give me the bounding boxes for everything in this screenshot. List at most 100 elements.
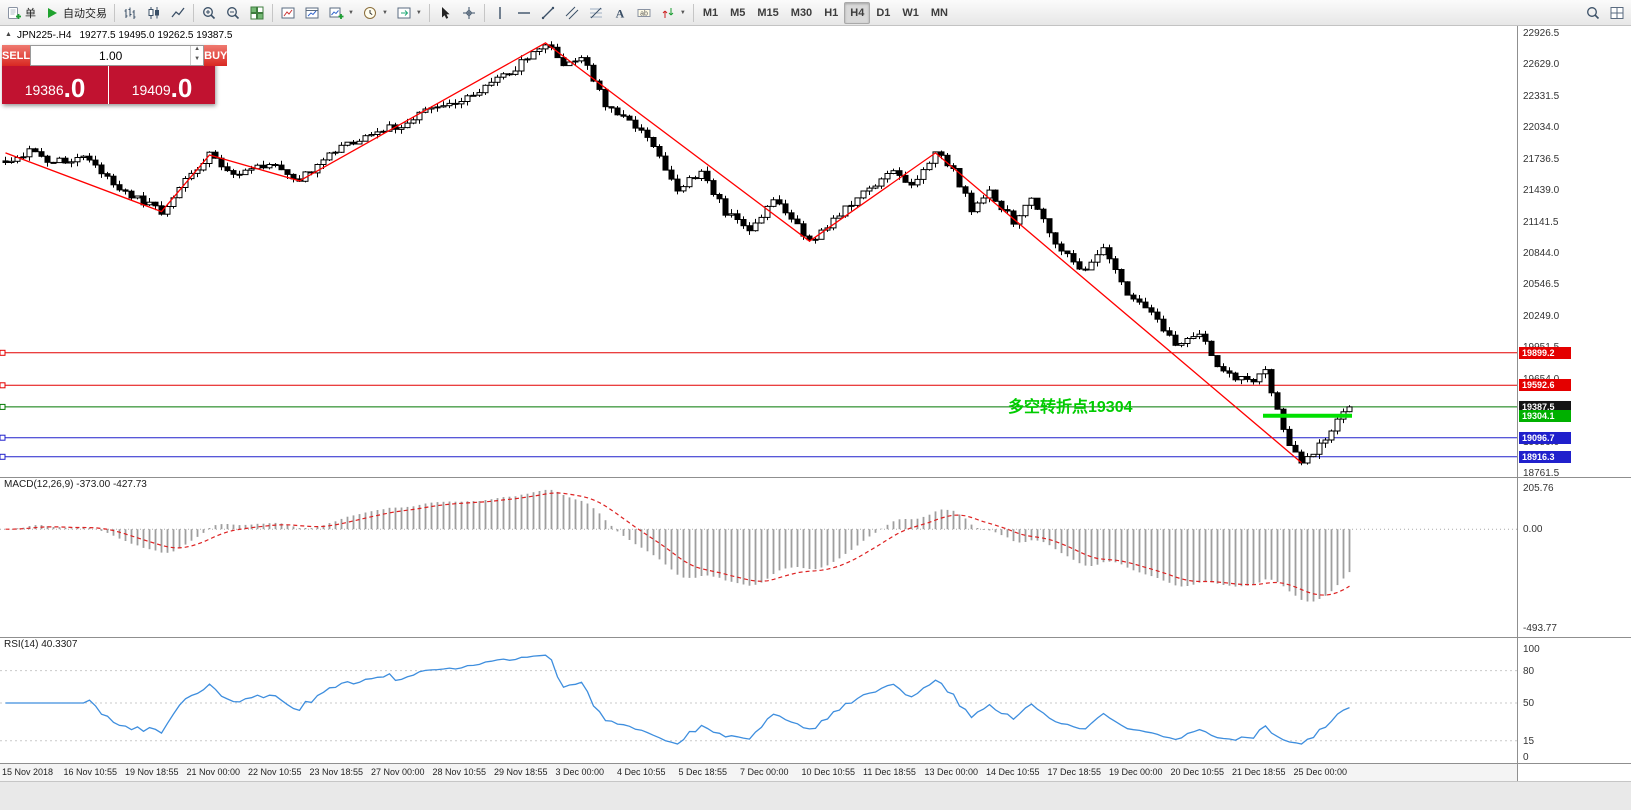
pane-separator[interactable] [0,477,1631,478]
dropdown-caret-icon[interactable]: ▼ [381,9,388,16]
autotrading-button[interactable]: 自动交易 [40,2,111,24]
price-axis-tick: 22629.0 [1523,59,1560,71]
time-axis-label: 3 Dec 00:00 [555,767,605,777]
price-scale[interactable]: 22926.5 22629.0 22331.5 22034.0 21736.5 21439… [1517,26,1631,781]
tf-m5-button[interactable]: M5 [724,2,751,24]
toolbar-separator [272,3,273,22]
vertical-line-button[interactable] [488,2,512,24]
price-level-label: 19592.6 [1519,379,1571,392]
volume-up-button[interactable]: ▲ [194,46,201,52]
candlestick-chart-button[interactable] [142,2,166,24]
hline-icon [516,5,532,21]
tf-w1-button[interactable]: W1 [896,2,925,24]
zoom-out-button[interactable] [221,2,245,24]
bar-chart-button[interactable] [118,2,142,24]
search-button[interactable] [1581,2,1605,24]
rsi-label: RSI(14) 40.3307 [4,639,78,650]
time-axis-label: 16 Nov 10:55 [63,767,118,777]
crosshair-button[interactable] [457,2,481,24]
layout-icon [1609,5,1625,21]
templates-button[interactable]: ▼ [392,2,426,24]
volume-spinner: ▲ ▼ [190,46,203,65]
arrows-button[interactable]: ▼ [656,2,690,24]
rsi-axis-tick: 80 [1523,665,1535,677]
trendline-button[interactable] [536,2,560,24]
price-axis-tick: 22926.5 [1523,27,1560,39]
dropdown-caret-icon[interactable]: ▼ [415,9,422,16]
price-level-label: 19096.7 [1519,431,1571,444]
tf-mn-button[interactable]: MN [925,2,954,24]
periods-button[interactable]: ▼ [358,2,392,24]
price-axis-tick: 20844.0 [1523,247,1560,259]
indicators-button[interactable] [276,2,300,24]
price-axis-tick: 22034.0 [1523,122,1560,134]
buy-price-button[interactable]: 19409.0 [109,66,215,104]
rsi-chart[interactable] [0,637,1517,763]
price-axis-tick: 21141.5 [1523,216,1559,228]
horizontal-line-button[interactable] [512,2,536,24]
toolbar-separator [692,3,694,22]
macd-chart[interactable] [0,477,1517,637]
text-button[interactable]: A [608,2,632,24]
line-chart-button[interactable] [166,2,190,24]
candles-icon [146,5,162,21]
macd-pane[interactable]: MACD(12,26,9) -373.00 -427.73 [0,477,1517,637]
volume-input[interactable] [31,46,191,65]
fibonacci-button[interactable] [584,2,608,24]
time-axis-label: 19 Dec 00:00 [1109,767,1163,777]
new-order-button[interactable]: 单 [2,2,40,24]
time-axis-label: 27 Nov 00:00 [371,767,425,777]
tf-m30-button[interactable]: M30 [785,2,818,24]
zoom-in-button[interactable] [197,2,221,24]
new-chart-button[interactable]: ▼ [324,2,358,24]
cursor-icon [437,5,453,21]
sell-button[interactable]: SELL [2,45,31,66]
tf-m5-button-label: M5 [730,6,746,19]
time-axis[interactable]: 15 Nov 2018 16 Nov 10:55 19 Nov 18:55 21 No… [0,764,1631,781]
tf-m1-button[interactable]: M1 [697,2,724,24]
channel-icon [564,5,580,21]
dropdown-caret-icon[interactable]: ▼ [348,9,354,16]
one-click-collapse-icon[interactable]: ▲ [5,31,12,38]
tf-m15-button-label: M15 [757,6,779,19]
tf-m15-button[interactable]: M15 [751,2,784,24]
volume-down-button[interactable]: ▼ [194,55,201,62]
tile-windows-button[interactable] [245,2,269,24]
time-axis-label: 7 Dec 00:00 [740,767,789,777]
time-axis-label: 25 Dec 00:00 [1293,767,1348,777]
tf-m30-button-label: M30 [790,6,813,19]
cursor-button[interactable] [433,2,457,24]
label-icon: ab [636,5,652,21]
main-chart-pane[interactable]: ▲ JPN225-.H4 19277.5 19495.0 19262.5 1938… [0,26,1517,477]
toolbar-separator [114,3,115,22]
channel-button[interactable] [560,2,584,24]
arrows-icon [660,5,676,21]
autotrading-icon [44,5,60,21]
buy-button[interactable]: BUY [204,45,228,66]
time-axis-label: 21 Nov 00:00 [186,767,241,777]
new-order-icon [6,5,22,21]
dropdown-caret-icon[interactable]: ▼ [679,9,686,16]
candlestick-chart[interactable] [0,26,1517,477]
time-axis-label: 23 Nov 18:55 [309,767,364,777]
text-icon: A [612,5,628,21]
time-axis-label: 10 Dec 10:55 [801,767,856,777]
tf-h4-button[interactable]: H4 [844,1,871,24]
volume-box: ▲ ▼ [30,45,205,66]
chart-ohlc-values: 19277.5 19495.0 19262.5 19387.5 [79,30,233,41]
tf-d1-button[interactable]: D1 [870,2,896,24]
rsi-axis-tick: 100 [1523,644,1540,655]
time-axis-label: 4 Dec 10:55 [617,767,666,777]
label-button[interactable]: ab [632,2,656,24]
chart-window-button[interactable] [300,2,324,24]
tf-h1-button[interactable]: H1 [818,2,844,24]
zoom-out-icon [225,5,241,21]
price-decimal: .0 [63,73,86,103]
rsi-pane[interactable]: RSI(14) 40.3307 [0,637,1517,763]
sell-price-button[interactable]: 19386.0 [2,66,108,104]
time-axis-label: 14 Dec 10:55 [986,767,1040,777]
pane-separator[interactable] [0,637,1631,638]
line-icon [170,5,186,21]
clock-icon [362,5,378,21]
layouts-button[interactable] [1605,2,1629,24]
